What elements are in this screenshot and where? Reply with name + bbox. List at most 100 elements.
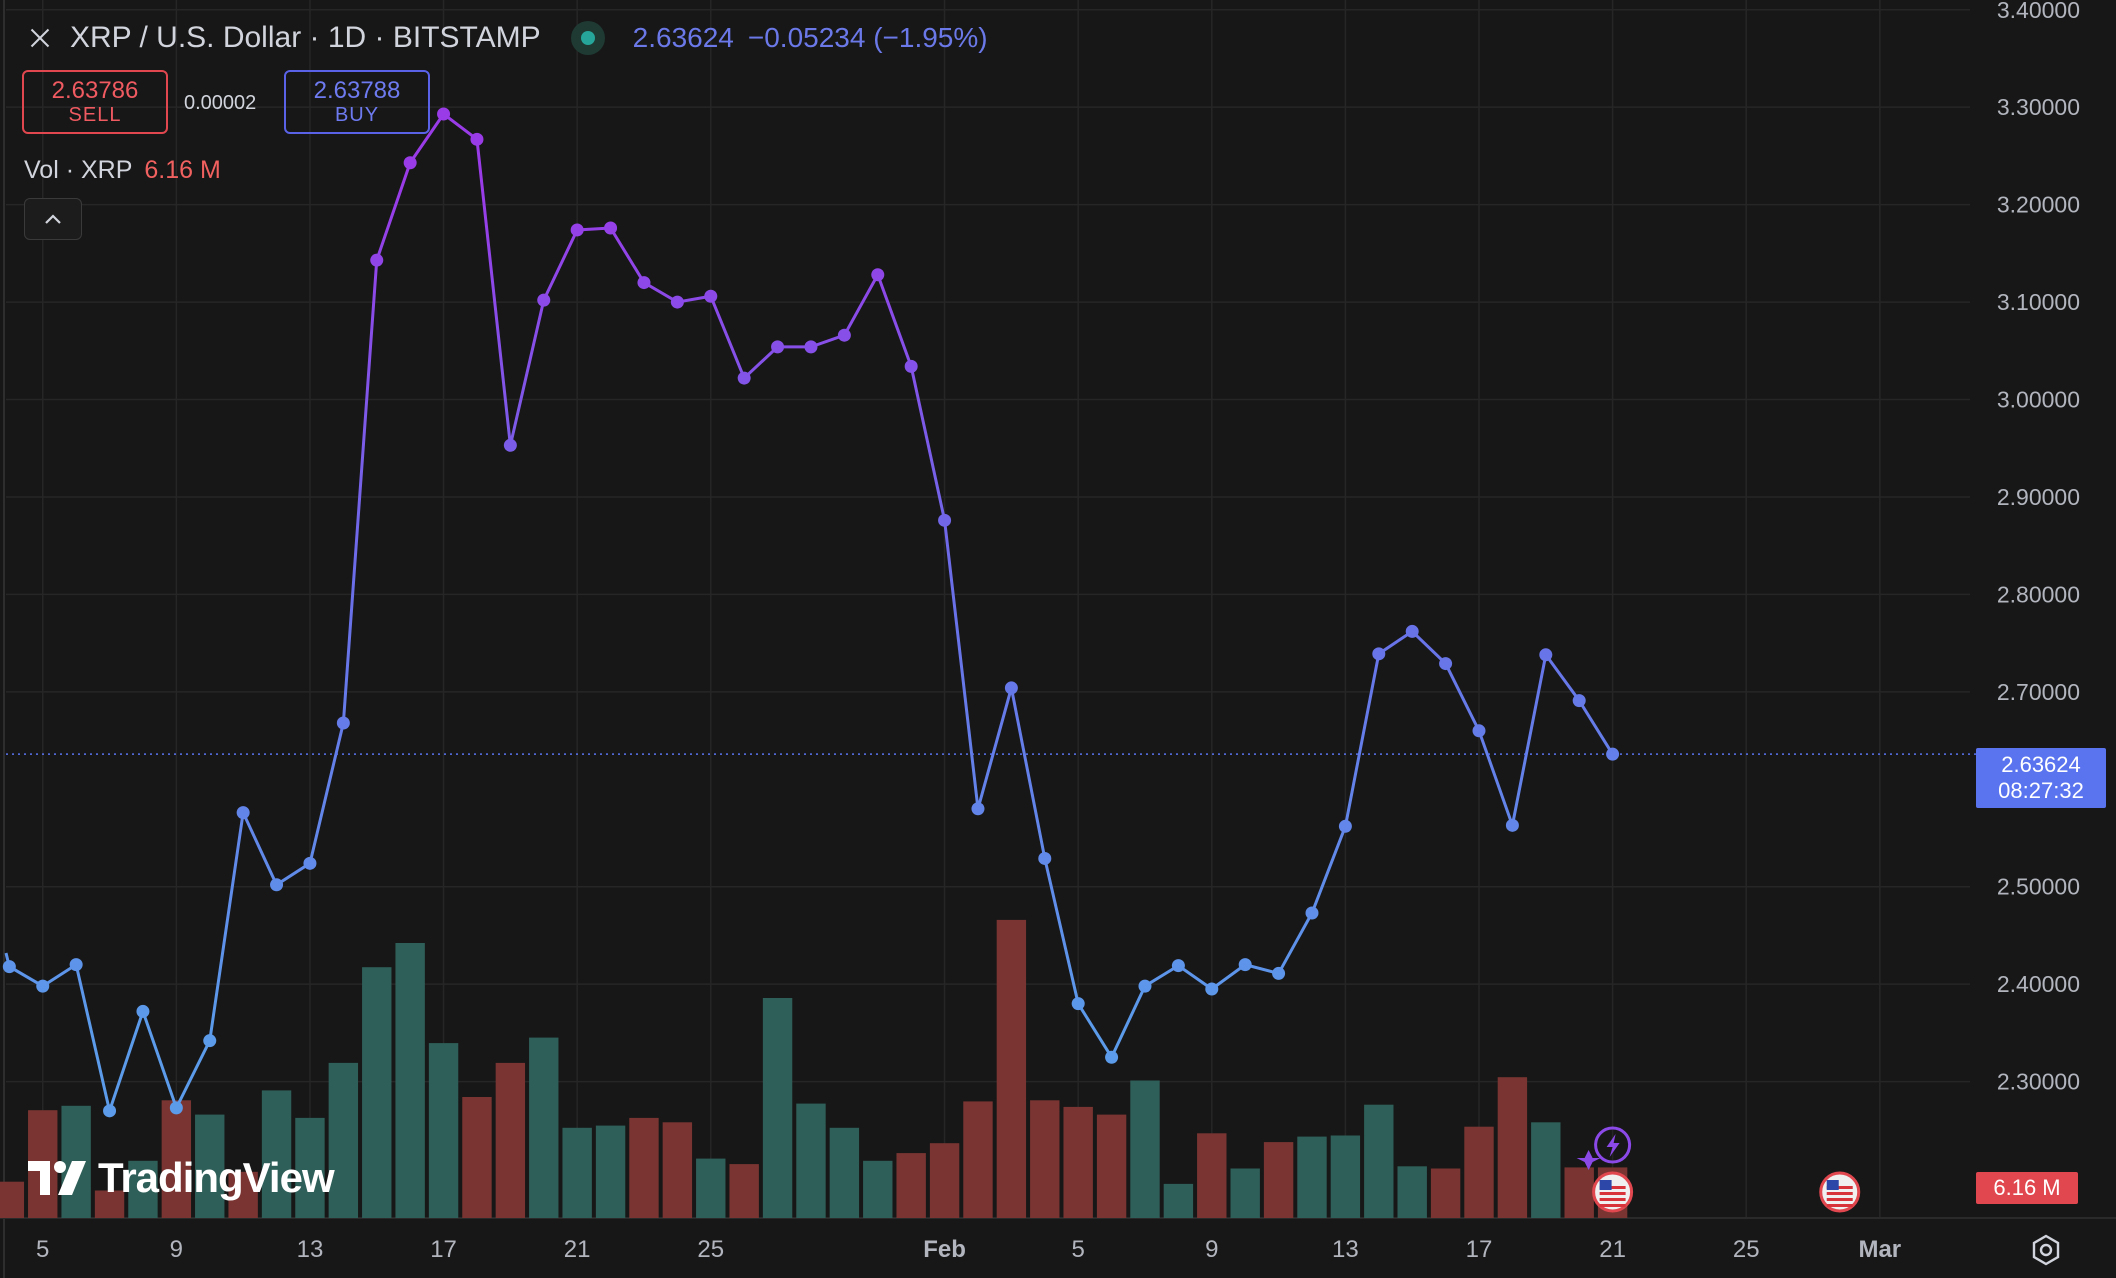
price-point bbox=[69, 958, 83, 972]
price-point bbox=[303, 856, 317, 870]
volume-bar bbox=[1364, 1104, 1394, 1218]
volume-bar bbox=[896, 1153, 926, 1218]
price-point bbox=[1071, 997, 1085, 1011]
x-tick-label: 25 bbox=[697, 1236, 724, 1263]
volume-bar bbox=[729, 1164, 759, 1218]
x-tick-label: Mar bbox=[1858, 1236, 1901, 1263]
volume-bar bbox=[929, 1143, 960, 1218]
x-tick-label: Feb bbox=[923, 1236, 966, 1263]
price-point bbox=[1338, 819, 1352, 833]
price-point bbox=[370, 253, 384, 267]
price-point bbox=[1205, 982, 1219, 996]
y-tick-label: 2.30000 bbox=[1997, 1069, 2080, 1095]
x-tick-label: 9 bbox=[170, 1236, 183, 1263]
price-point bbox=[1272, 966, 1286, 980]
volume-bar bbox=[1096, 1114, 1127, 1218]
price-point bbox=[537, 293, 551, 307]
price-point bbox=[1439, 657, 1453, 671]
y-tick-label: 3.40000 bbox=[1997, 0, 2080, 23]
volume-bar bbox=[362, 967, 392, 1218]
price-point bbox=[971, 802, 985, 816]
price-point bbox=[1505, 818, 1519, 832]
volume-bar bbox=[963, 1101, 993, 1218]
x-tick-label: 21 bbox=[564, 1236, 591, 1263]
price-point bbox=[36, 979, 50, 993]
buy-price: 2.63788 bbox=[313, 77, 401, 104]
price-point bbox=[336, 716, 350, 730]
volume-bar bbox=[629, 1117, 659, 1218]
volume-bar bbox=[495, 1062, 526, 1218]
symbol-title[interactable]: XRP / U.S. Dollar · 1D · BITSTAMP bbox=[70, 21, 541, 54]
price-point bbox=[470, 132, 484, 146]
volume-bar bbox=[829, 1127, 860, 1218]
y-tick-label: 2.90000 bbox=[1997, 484, 2080, 510]
volume-bar bbox=[1230, 1168, 1260, 1218]
volume-bar bbox=[462, 1097, 492, 1218]
price-point bbox=[637, 276, 651, 290]
price-point bbox=[1305, 906, 1319, 920]
price-point bbox=[604, 221, 618, 235]
sparkle-icon bbox=[1576, 1150, 1601, 1170]
sell-price: 2.63786 bbox=[51, 77, 139, 104]
y-tick-label: 3.30000 bbox=[1997, 94, 2080, 120]
volume-bar bbox=[328, 1062, 359, 1218]
volume-legend[interactable]: Vol · XRP 6.16 M bbox=[24, 156, 221, 185]
bar-countdown: 08:27:32 bbox=[1998, 778, 2084, 803]
volume-bar bbox=[0, 1181, 25, 1218]
volume-badge: 6.16 M bbox=[1976, 1172, 2078, 1204]
volume-bar bbox=[1163, 1183, 1194, 1218]
price-point bbox=[1004, 681, 1018, 695]
x-tick-label: 17 bbox=[430, 1236, 457, 1263]
price-point bbox=[904, 359, 918, 373]
price-point bbox=[2, 960, 16, 974]
price-point bbox=[203, 1034, 217, 1048]
volume-bar bbox=[863, 1160, 893, 1218]
volume-bar bbox=[696, 1158, 726, 1218]
y-tick-label: 2.70000 bbox=[1997, 679, 2080, 705]
x-tick-label: 5 bbox=[36, 1236, 49, 1263]
volume-bar bbox=[1397, 1166, 1427, 1218]
settings-icon[interactable] bbox=[2028, 1232, 2064, 1268]
price-point bbox=[938, 513, 952, 527]
price-point bbox=[1472, 724, 1486, 738]
volume-bar bbox=[428, 1043, 459, 1218]
volume-bar bbox=[1464, 1126, 1494, 1218]
volume-bar bbox=[562, 1127, 592, 1218]
y-tick-label: 2.40000 bbox=[1997, 971, 2080, 997]
volume-bar bbox=[762, 998, 793, 1218]
volume-bar bbox=[529, 1037, 559, 1218]
volume-bar bbox=[1297, 1136, 1327, 1218]
volume-bar bbox=[1197, 1133, 1227, 1218]
us-flag-event-icon bbox=[1819, 1171, 1861, 1213]
buy-button[interactable]: 2.63788 BUY bbox=[284, 70, 430, 134]
price-point bbox=[804, 340, 818, 354]
volume-bar bbox=[1430, 1168, 1461, 1218]
volume-bar bbox=[796, 1103, 826, 1218]
collapse-legend-button[interactable] bbox=[24, 198, 82, 240]
price-point bbox=[570, 223, 584, 237]
x-tick-label: 21 bbox=[1599, 1236, 1626, 1263]
volume-bar bbox=[595, 1125, 626, 1218]
price-point bbox=[1171, 959, 1185, 973]
price-point bbox=[670, 295, 684, 309]
price-point bbox=[403, 156, 417, 170]
price-point bbox=[437, 107, 451, 121]
price-point bbox=[136, 1004, 150, 1018]
volume-bar bbox=[161, 1100, 192, 1218]
x-tick-label: 9 bbox=[1205, 1236, 1218, 1263]
sell-label: SELL bbox=[68, 104, 122, 126]
x-tick-label: 5 bbox=[1072, 1236, 1085, 1263]
price-line bbox=[4, 111, 1614, 1117]
buy-label: BUY bbox=[334, 104, 380, 126]
close-icon[interactable] bbox=[24, 22, 56, 54]
sell-button[interactable]: 2.63786 SELL bbox=[22, 70, 168, 134]
price-point bbox=[1105, 1050, 1119, 1064]
tradingview-logo[interactable]: TradingView bbox=[28, 1154, 335, 1202]
price-point bbox=[236, 806, 250, 820]
volume-legend-value: 6.16 M bbox=[144, 156, 221, 184]
market-status-icon[interactable] bbox=[570, 21, 605, 55]
last-price-badge-value: 2.63624 bbox=[2001, 752, 2081, 777]
price-point bbox=[704, 289, 718, 303]
